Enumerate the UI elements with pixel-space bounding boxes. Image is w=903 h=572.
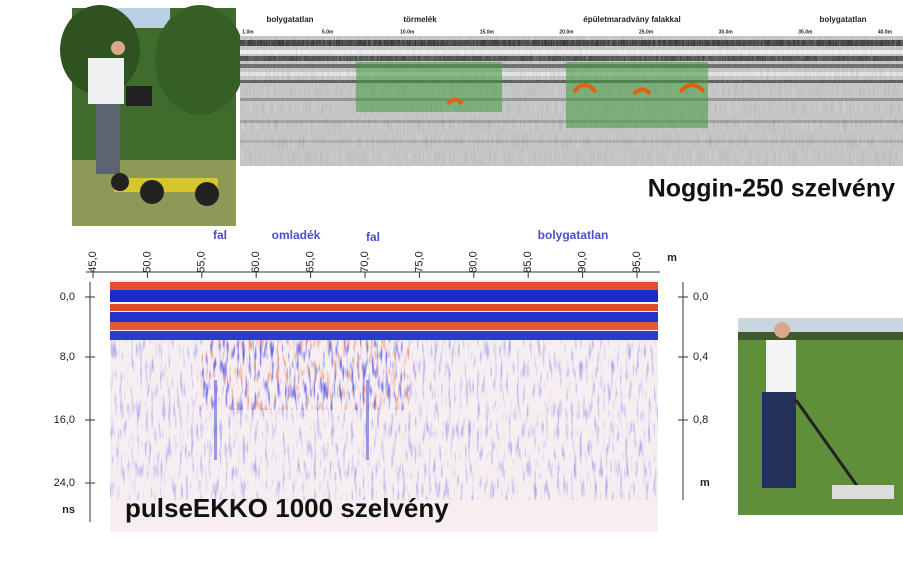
scale-label: 25.0m	[639, 29, 654, 35]
distance-tick-label: 45,0	[87, 251, 99, 272]
radargram-title: Noggin-250 szelvény	[648, 175, 895, 203]
scale-label: 30.0m	[719, 29, 734, 35]
distance-tick-label: 70,0	[359, 251, 371, 272]
section-label: bolygatatlan	[819, 15, 866, 24]
feature-label: omladék	[272, 228, 321, 242]
distance-tick-label: 80,0	[468, 251, 480, 272]
time-tick-label: 16,0	[54, 414, 75, 426]
scale-label: 15.0m	[480, 29, 495, 35]
photo-noggin	[60, 5, 245, 226]
feature-label: fal	[213, 228, 227, 242]
distance-tick-label: 75,0	[413, 251, 425, 272]
slide: bolygatatlan törmelék épületmaradvány fala…	[0, 0, 903, 572]
scale-label: 5.0m	[322, 29, 334, 35]
distance-unit: m	[667, 252, 677, 264]
time-tick-label: 24,0	[54, 477, 75, 489]
radargram-title: pulseEKKO 1000 szelvény	[125, 493, 449, 523]
section-label: épületmaradvány falakkal	[583, 15, 680, 24]
distance-tick-label: 85,0	[522, 251, 534, 272]
feature-label: fal	[366, 230, 380, 244]
distance-tick-label: 50,0	[141, 251, 153, 272]
scale-label: 10.0m	[400, 29, 415, 35]
depth-unit: m	[700, 477, 710, 489]
distance-tick-label: 90,0	[577, 251, 589, 272]
scale-label: 1.0m	[242, 29, 254, 35]
noggin-radargram	[240, 36, 903, 166]
section-label: bolygatatlan	[266, 15, 313, 24]
section-label: törmelék	[403, 15, 437, 24]
depth-tick-label: 0,8	[693, 414, 708, 426]
depth-tick-label: 0,4	[693, 351, 708, 363]
photo-pulseekko	[738, 318, 903, 515]
scale-label: 20.0m	[559, 29, 574, 35]
time-unit: ns	[62, 504, 75, 516]
time-tick-label: 0,0	[60, 291, 75, 303]
depth-tick-label: 0,0	[693, 291, 708, 303]
distance-tick-label: 60,0	[250, 251, 262, 272]
distance-tick-label: 55,0	[196, 251, 208, 272]
distance-tick-label: 95,0	[631, 251, 643, 272]
feature-label: bolygatatlan	[538, 228, 609, 242]
scale-label: 40.0m	[878, 29, 893, 35]
time-tick-label: 8,0	[60, 351, 75, 363]
scale-label: 35.0m	[798, 29, 813, 35]
distance-tick-label: 65,0	[305, 251, 317, 272]
